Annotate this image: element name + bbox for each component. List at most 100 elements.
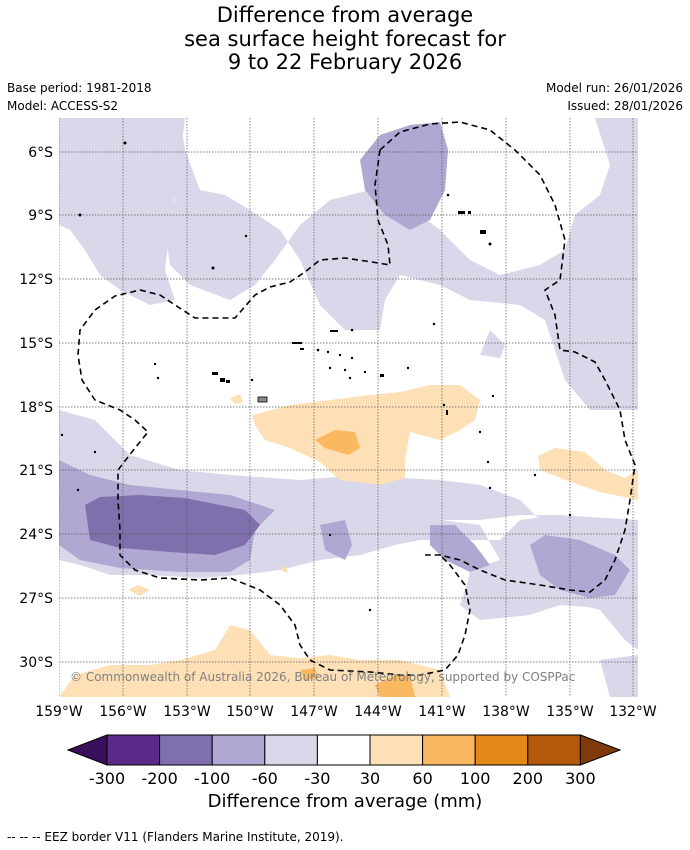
anomaly-region — [300, 668, 318, 680]
anomaly-region — [59, 118, 638, 410]
graticule — [59, 118, 638, 697]
anomaly-region — [375, 675, 415, 697]
eez-legend: -- -- -- EEZ border V11 (Flanders Marine… — [7, 830, 344, 844]
island — [330, 330, 338, 332]
lat-label: 18°S — [19, 400, 53, 416]
colorbar-tick: -60 — [252, 769, 278, 788]
island — [348, 376, 352, 380]
lon-label: 150°W — [226, 704, 274, 720]
title-line-1: Difference from average — [216, 3, 474, 27]
island — [316, 348, 320, 352]
colorbar-arrow-right — [579, 734, 622, 766]
anomaly-region — [252, 385, 480, 485]
lon-label: 135°W — [546, 704, 594, 720]
island — [212, 372, 218, 375]
island — [292, 342, 302, 344]
colorbar-ticks: -300 -200 -100 -60 -30 30 60 100 200 300 — [89, 769, 596, 788]
lon-label: 141°W — [418, 704, 466, 720]
island — [250, 378, 254, 382]
island — [432, 322, 436, 326]
colorbar-swatch — [369, 734, 424, 766]
lat-label: 6°S — [28, 145, 53, 161]
eez-border — [77, 121, 636, 676]
colorbar-tick: -300 — [89, 769, 125, 788]
lat-label: 15°S — [19, 336, 53, 352]
lat-label: 27°S — [19, 591, 53, 607]
colorbar-swatch — [316, 734, 371, 766]
anomaly-region — [59, 625, 450, 697]
island — [123, 141, 127, 145]
island — [328, 533, 332, 537]
island — [406, 366, 410, 370]
anomaly-region — [128, 585, 150, 596]
colorbar-swatch — [474, 734, 529, 766]
meta-right: Model run: 26/01/2026 Issued: 28/01/2026 — [546, 79, 683, 115]
islands — [60, 141, 572, 612]
colorbar-swatch — [106, 734, 161, 766]
island — [257, 396, 268, 403]
anomaly-region — [230, 394, 243, 404]
island — [458, 211, 465, 214]
eez-border-line — [379, 121, 636, 593]
island — [76, 488, 80, 492]
island — [343, 368, 347, 372]
island — [568, 513, 572, 517]
colorbar-tick: -100 — [194, 769, 230, 788]
island — [211, 266, 215, 270]
colorbar-swatch — [422, 734, 476, 766]
island — [78, 213, 82, 217]
island — [350, 328, 354, 332]
copyright-text: © Commonwealth of Australia 2026, Bureau… — [70, 670, 575, 684]
island — [533, 473, 537, 477]
island — [244, 234, 248, 238]
lon-label: 153°W — [163, 704, 211, 720]
island — [328, 366, 332, 370]
anomaly-region — [600, 655, 638, 697]
anomaly-region — [430, 525, 490, 572]
island — [446, 410, 448, 415]
island — [491, 394, 495, 398]
island — [363, 370, 367, 374]
colorbar-tick: 60 — [412, 769, 432, 788]
longitude-labels: 159°W 156°W 153°W 150°W 147°W 144°W 141°… — [35, 704, 657, 720]
island — [226, 380, 230, 383]
island — [153, 362, 157, 366]
model-name: Model: ACCESS-S2 — [7, 99, 119, 113]
island — [488, 242, 492, 246]
anomaly-region — [85, 495, 260, 555]
colorbar-swatch — [527, 734, 581, 766]
island — [442, 403, 446, 407]
lat-label: 21°S — [19, 463, 53, 479]
colorbar-swatch — [159, 734, 213, 766]
lat-label: 30°S — [19, 655, 53, 671]
anomaly-field: © Commonwealth of Australia 2026, Bureau… — [59, 118, 638, 697]
eez-border-line — [77, 149, 471, 676]
colorbar-label: Difference from average (mm) — [207, 791, 483, 812]
island — [488, 486, 492, 490]
lon-label: 144°W — [354, 704, 402, 720]
island — [380, 374, 384, 377]
island — [446, 193, 450, 197]
title-line-3: 9 to 22 February 2026 — [227, 50, 463, 74]
anomaly-region — [320, 520, 352, 560]
island — [93, 450, 97, 454]
colorbar-tick: 100 — [460, 769, 491, 788]
lon-label: 147°W — [290, 704, 338, 720]
island — [478, 430, 482, 434]
island — [300, 348, 304, 350]
anomaly-region — [480, 330, 505, 358]
lon-label: 159°W — [35, 704, 83, 720]
colorbar-arrow-left — [66, 734, 108, 766]
island — [486, 460, 490, 464]
island — [326, 350, 330, 354]
map-title: Difference from average sea surface heig… — [0, 3, 690, 75]
colorbar-tick: -200 — [141, 769, 177, 788]
anomaly-region — [59, 165, 135, 245]
anomaly-region — [530, 535, 630, 598]
lon-label: 156°W — [99, 704, 147, 720]
colorbar-swatch — [264, 734, 318, 766]
colorbar-tick: 200 — [513, 769, 544, 788]
colorbar — [66, 734, 622, 766]
anomaly-region — [538, 448, 638, 500]
